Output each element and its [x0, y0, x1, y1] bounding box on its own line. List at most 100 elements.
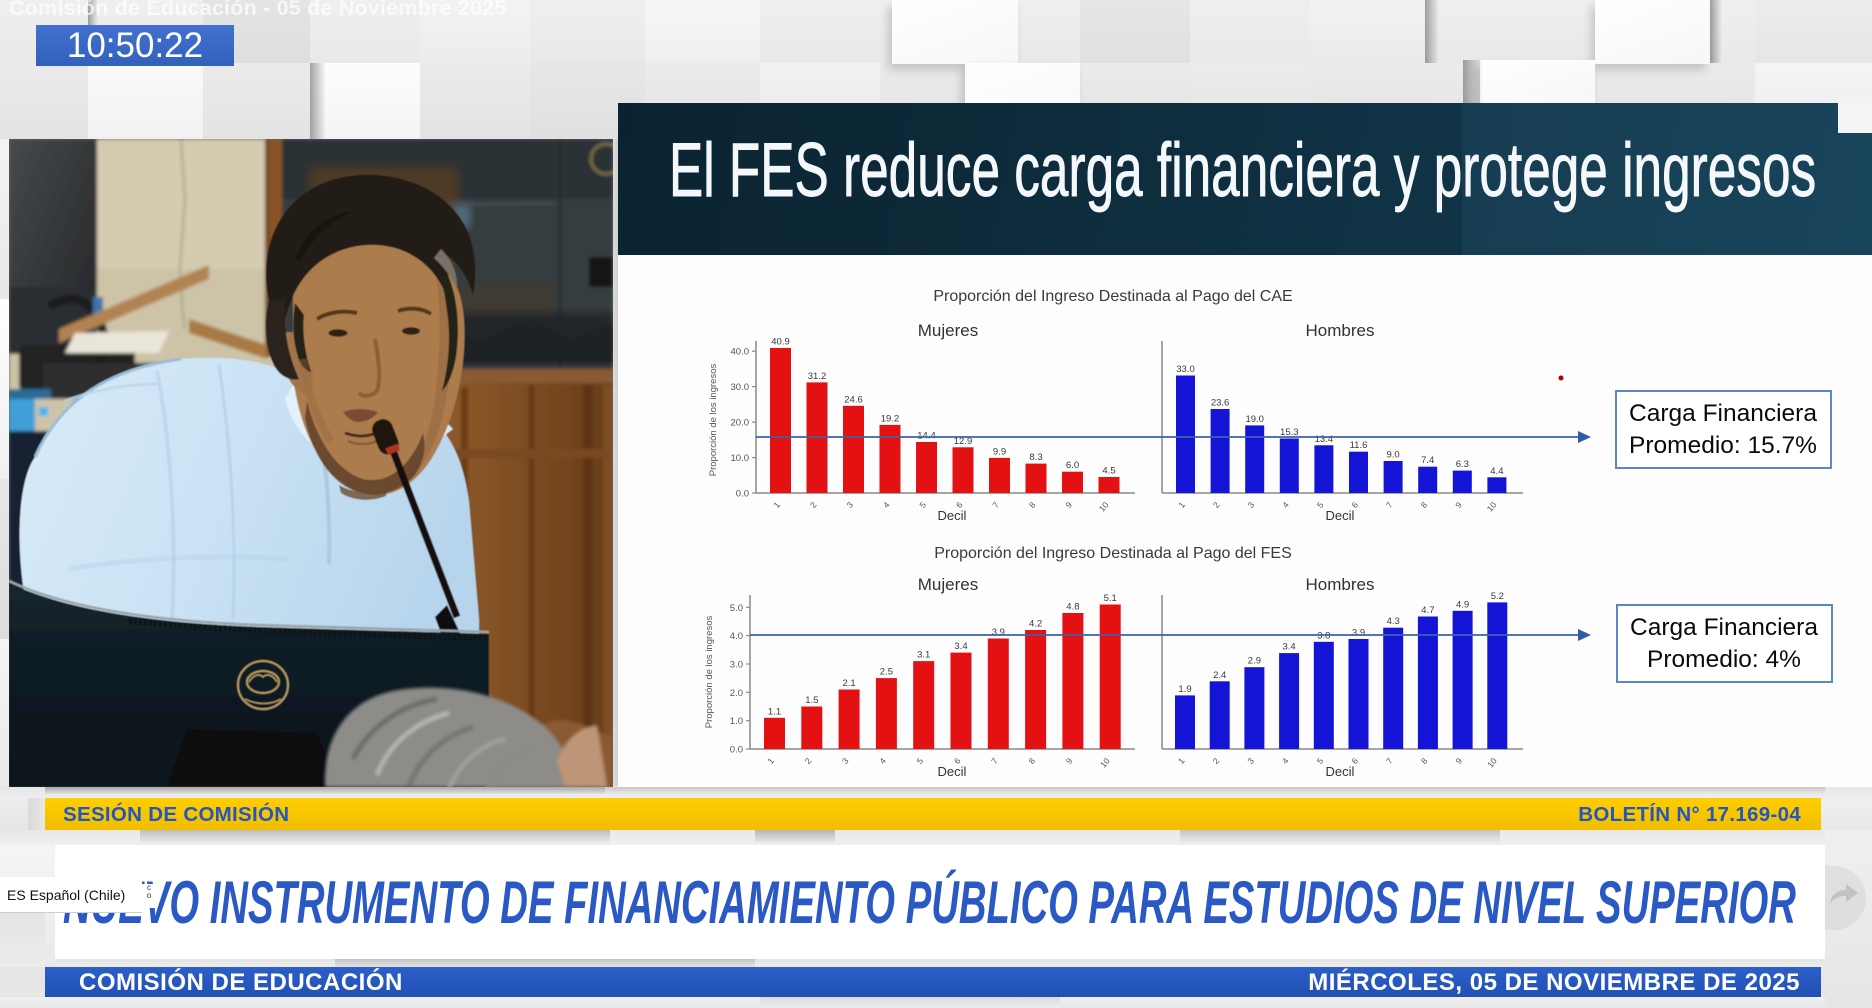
svg-text:9: 9	[1453, 756, 1464, 766]
svg-text:Mujeres: Mujeres	[918, 321, 978, 340]
svg-text:8: 8	[1419, 500, 1430, 510]
svg-text:5.1: 5.1	[1104, 593, 1117, 604]
svg-text:4.5: 4.5	[1102, 466, 1115, 477]
svg-text:1: 1	[1176, 500, 1187, 510]
svg-text:Proporción de los ingresos: Proporción de los ingresos	[708, 364, 719, 477]
svg-text:33.0: 33.0	[1176, 364, 1195, 375]
svg-text:3.0: 3.0	[730, 660, 743, 671]
svg-text:Hombres: Hombres	[1306, 575, 1375, 594]
svg-text:7: 7	[989, 756, 1000, 766]
svg-text:24.6: 24.6	[844, 394, 863, 405]
svg-text:3: 3	[844, 500, 855, 510]
svg-text:9.0: 9.0	[1386, 450, 1399, 461]
svg-text:2: 2	[1211, 756, 1222, 766]
svg-text:2.0: 2.0	[730, 688, 743, 699]
svg-text:2.5: 2.5	[880, 667, 893, 678]
svg-text:10: 10	[1098, 756, 1112, 770]
svg-text:4.3: 4.3	[1387, 616, 1400, 627]
svg-text:3.9: 3.9	[992, 627, 1005, 638]
svg-text:Promedio: 4%: Promedio: 4%	[1647, 646, 1801, 673]
svg-text:5: 5	[1315, 756, 1326, 766]
svg-text:Proporción del Ingreso Destina: Proporción del Ingreso Destinada al Pago…	[933, 288, 1292, 305]
svg-text:4: 4	[1280, 756, 1291, 766]
svg-text:11.6: 11.6	[1350, 440, 1368, 451]
svg-text:13.4: 13.4	[1315, 434, 1334, 445]
svg-text:4: 4	[1280, 500, 1291, 510]
svg-text:7: 7	[990, 500, 1001, 510]
svg-text:Decil: Decil	[1326, 764, 1355, 779]
svg-text:3: 3	[1246, 500, 1257, 510]
svg-text:2: 2	[803, 756, 814, 766]
svg-text:10.0: 10.0	[731, 453, 750, 464]
svg-text:4: 4	[877, 756, 888, 766]
svg-text:Decil: Decil	[938, 764, 967, 779]
svg-text:1: 1	[771, 500, 782, 510]
svg-text:20.0: 20.0	[731, 418, 750, 429]
svg-text:15.3: 15.3	[1280, 427, 1299, 438]
svg-text:6: 6	[952, 756, 963, 766]
svg-text:6: 6	[1349, 756, 1360, 766]
svg-text:0.0: 0.0	[736, 489, 749, 500]
svg-text:4.4: 4.4	[1490, 466, 1503, 477]
svg-text:40.0: 40.0	[731, 347, 750, 358]
svg-text:2.9: 2.9	[1248, 656, 1261, 667]
svg-text:4.0: 4.0	[730, 631, 743, 642]
svg-text:4.7: 4.7	[1421, 605, 1434, 616]
svg-text:30.0: 30.0	[731, 382, 750, 393]
svg-text:Proporción del Ingreso Destina: Proporción del Ingreso Destinada al Pago…	[934, 545, 1292, 562]
svg-text:5.0: 5.0	[730, 603, 743, 614]
svg-text:5.2: 5.2	[1491, 591, 1504, 602]
svg-text:Decil: Decil	[1326, 508, 1355, 523]
svg-text:8.3: 8.3	[1029, 452, 1042, 463]
svg-text:9: 9	[1064, 756, 1075, 766]
svg-text:8: 8	[1419, 756, 1430, 766]
svg-text:2.1: 2.1	[842, 678, 855, 689]
svg-text:14.4: 14.4	[917, 431, 936, 442]
svg-text:3.4: 3.4	[954, 641, 967, 652]
svg-text:5: 5	[915, 756, 926, 766]
svg-text:1.0: 1.0	[730, 716, 743, 727]
svg-text:4.8: 4.8	[1066, 602, 1079, 613]
svg-text:10: 10	[1485, 756, 1499, 770]
svg-text:3: 3	[1245, 756, 1256, 766]
svg-text:9: 9	[1063, 500, 1074, 510]
svg-text:4.9: 4.9	[1456, 599, 1469, 610]
svg-text:Promedio: 15.7%: Promedio: 15.7%	[1629, 432, 1817, 459]
svg-text:0.0: 0.0	[730, 745, 743, 756]
svg-text:19.2: 19.2	[881, 413, 900, 424]
svg-text:31.2: 31.2	[808, 371, 827, 382]
svg-text:3: 3	[840, 756, 851, 766]
svg-text:6: 6	[954, 500, 965, 510]
svg-text:8: 8	[1026, 756, 1037, 766]
svg-text:1.1: 1.1	[768, 706, 781, 717]
svg-text:Carga Financiera: Carga Financiera	[1629, 400, 1817, 427]
svg-text:Proporción de los ingresos: Proporción de los ingresos	[704, 616, 715, 729]
svg-text:9.9: 9.9	[993, 446, 1006, 457]
svg-text:40.9: 40.9	[771, 337, 790, 348]
svg-text:2: 2	[1211, 500, 1222, 510]
svg-text:12.9: 12.9	[954, 436, 973, 447]
svg-text:4: 4	[881, 500, 892, 510]
svg-text:23.6: 23.6	[1211, 398, 1230, 409]
svg-text:6.0: 6.0	[1066, 460, 1079, 471]
svg-text:Mujeres: Mujeres	[918, 575, 978, 594]
svg-text:10: 10	[1097, 500, 1111, 514]
svg-text:19.0: 19.0	[1245, 414, 1264, 425]
svg-text:3.1: 3.1	[917, 650, 930, 661]
svg-text:2: 2	[808, 500, 819, 510]
svg-text:1: 1	[765, 756, 776, 766]
svg-text:6.3: 6.3	[1456, 459, 1469, 470]
svg-text:5: 5	[1315, 500, 1326, 510]
svg-text:7: 7	[1384, 500, 1395, 510]
svg-text:Hombres: Hombres	[1306, 321, 1375, 340]
svg-text:1.5: 1.5	[805, 695, 818, 706]
svg-text:6: 6	[1349, 500, 1360, 510]
svg-text:4.2: 4.2	[1029, 619, 1042, 630]
svg-text:8: 8	[1027, 500, 1038, 510]
svg-text:3.4: 3.4	[1282, 642, 1295, 653]
svg-text:7: 7	[1384, 756, 1395, 766]
svg-text:2.4: 2.4	[1213, 670, 1226, 681]
svg-text:3.9: 3.9	[1352, 628, 1365, 639]
svg-text:1: 1	[1176, 756, 1187, 766]
svg-text:9: 9	[1453, 500, 1464, 510]
